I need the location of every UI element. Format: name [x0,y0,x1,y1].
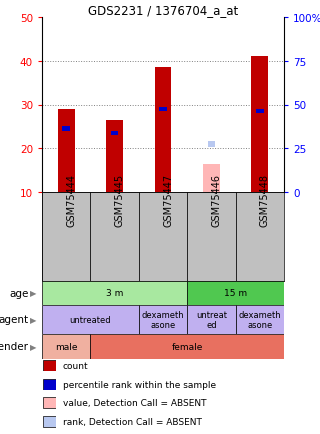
Bar [106,121,123,193]
Bar [203,164,220,193]
Text: age: age [9,288,29,298]
Bar [251,57,268,193]
Text: GSM75448: GSM75448 [260,173,270,226]
Text: ▶: ▶ [30,289,37,298]
Bar [256,110,264,114]
Text: GSM75446: GSM75446 [212,173,221,226]
Bar [139,193,187,281]
Text: percentile rank within the sample: percentile rank within the sample [63,380,216,389]
Text: GSM75447: GSM75447 [163,173,173,226]
Bar [42,281,187,305]
Bar [155,68,172,193]
Title: GDS2231 / 1376704_a_at: GDS2231 / 1376704_a_at [88,4,238,17]
Bar [62,127,70,132]
Text: 15 m: 15 m [224,289,247,298]
Text: female: female [172,342,203,351]
Text: rank, Detection Call = ABSENT: rank, Detection Call = ABSENT [63,417,202,426]
Bar [236,193,284,281]
Text: value, Detection Call = ABSENT: value, Detection Call = ABSENT [63,398,206,408]
Bar [159,108,167,112]
Text: 3 m: 3 m [106,289,123,298]
Bar [208,142,215,147]
Bar [187,281,284,305]
Bar [187,193,236,281]
Bar [91,334,284,359]
Text: untreated: untreated [69,315,111,324]
Text: gender: gender [0,342,29,352]
Bar [42,193,91,281]
Text: ▶: ▶ [30,315,37,324]
Bar [139,305,187,334]
Bar [91,193,139,281]
Text: GSM75444: GSM75444 [66,173,76,226]
Text: untreat
ed: untreat ed [196,310,227,329]
Text: male: male [55,342,77,351]
Text: dexameth
asone: dexameth asone [238,310,281,329]
Bar [42,334,91,359]
Bar [187,305,236,334]
Bar [111,132,118,136]
Text: GSM75445: GSM75445 [115,173,124,226]
Text: dexameth
asone: dexameth asone [142,310,184,329]
Text: agent: agent [0,315,29,325]
Bar [58,110,75,193]
Bar [42,305,139,334]
Text: ▶: ▶ [30,342,37,351]
Bar [236,305,284,334]
Text: count: count [63,361,88,370]
